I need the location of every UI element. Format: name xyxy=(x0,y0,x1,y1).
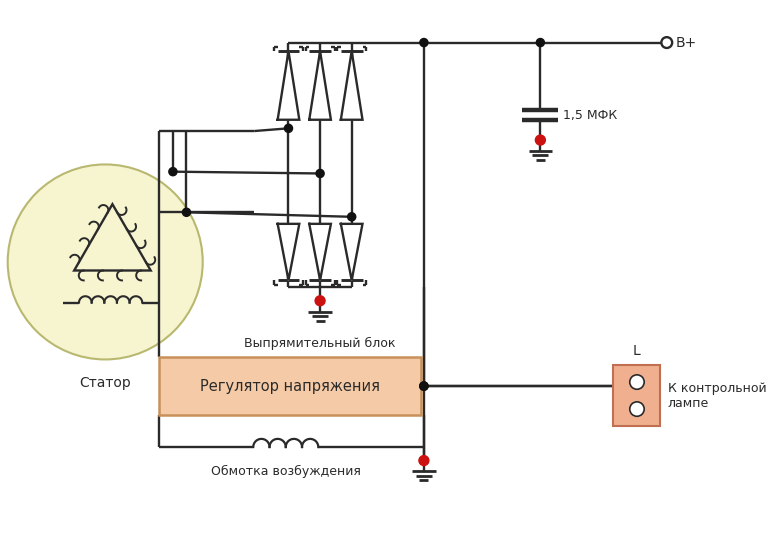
Circle shape xyxy=(169,167,177,176)
Text: 1,5 МФК: 1,5 МФК xyxy=(563,109,618,122)
Text: Регулятор напряжения: Регулятор напряжения xyxy=(200,379,380,394)
Polygon shape xyxy=(310,224,331,280)
Circle shape xyxy=(284,124,293,132)
Circle shape xyxy=(315,296,325,306)
Circle shape xyxy=(420,382,428,390)
Bar xyxy=(614,365,661,426)
Circle shape xyxy=(182,208,190,216)
Text: L: L xyxy=(633,344,641,358)
Circle shape xyxy=(347,213,356,221)
Text: К контрольной
лампе: К контрольной лампе xyxy=(668,381,766,409)
Circle shape xyxy=(420,382,428,390)
Circle shape xyxy=(535,135,545,145)
Circle shape xyxy=(630,375,644,389)
Polygon shape xyxy=(341,224,363,280)
Text: Обмотка возбуждения: Обмотка возбуждения xyxy=(211,465,360,478)
Circle shape xyxy=(420,39,428,46)
Circle shape xyxy=(630,402,644,416)
Circle shape xyxy=(420,382,428,390)
Circle shape xyxy=(536,39,544,46)
Circle shape xyxy=(316,170,324,178)
Polygon shape xyxy=(341,51,363,120)
Text: Статор: Статор xyxy=(79,376,131,390)
Text: В+: В+ xyxy=(676,36,697,50)
Text: Выпрямительный блок: Выпрямительный блок xyxy=(244,337,396,350)
Circle shape xyxy=(661,37,672,48)
Polygon shape xyxy=(278,224,300,280)
Polygon shape xyxy=(310,51,331,120)
Circle shape xyxy=(419,456,429,465)
Circle shape xyxy=(8,165,203,360)
Bar xyxy=(159,357,421,416)
Polygon shape xyxy=(278,51,300,120)
